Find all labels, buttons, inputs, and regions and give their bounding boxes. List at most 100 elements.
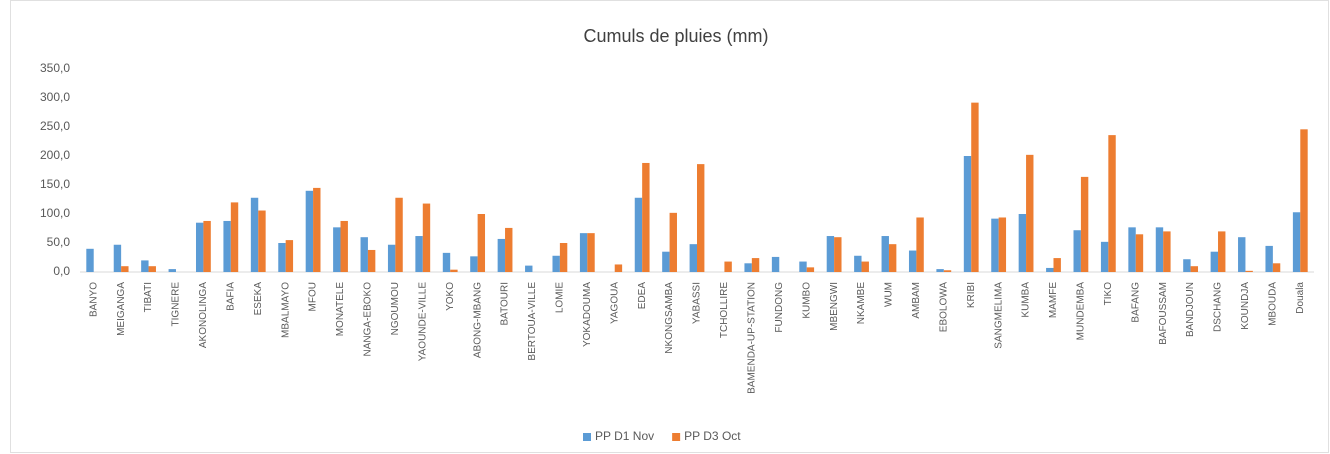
x-tick-label: NKAMBE <box>856 282 867 325</box>
x-tick-label: TIBATI <box>143 282 154 312</box>
bar <box>771 256 780 272</box>
bar <box>642 162 650 272</box>
bar <box>552 255 560 272</box>
bar <box>148 266 156 272</box>
bar <box>258 210 266 272</box>
bar <box>250 197 259 272</box>
bar <box>195 222 204 272</box>
bar <box>1080 176 1089 272</box>
bar <box>881 236 889 272</box>
bar <box>854 255 862 272</box>
x-tick-label: BANYO <box>88 282 99 317</box>
bar <box>422 203 431 272</box>
x-tick-label: BAFANG <box>1130 282 1141 323</box>
y-tick-label: 250,0 <box>40 119 70 133</box>
bar <box>834 237 842 272</box>
bar <box>1018 214 1027 272</box>
x-tick-label: YAGOUA <box>609 282 620 324</box>
bar <box>1272 263 1281 272</box>
bar <box>305 190 314 272</box>
bar <box>1026 154 1034 272</box>
x-tick-label: TCHOLLIRE <box>719 282 730 338</box>
bar <box>916 217 924 272</box>
x-tick-label: YABASSI <box>692 282 703 324</box>
bar <box>697 164 705 272</box>
bar <box>998 217 1007 272</box>
bar <box>724 261 732 272</box>
x-tick-label: AMBAM <box>911 282 922 319</box>
x-tick-label: NANGA-EBOKO <box>363 282 374 357</box>
x-tick-label: MBALMAYO <box>280 282 291 338</box>
bar <box>477 214 486 272</box>
bar <box>497 238 506 272</box>
x-tick-label: BAFIA <box>225 282 236 311</box>
bar <box>1265 245 1273 272</box>
legend-label: PP D1 Nov <box>595 429 654 443</box>
x-tick-label: YOKADOUMA <box>582 282 593 347</box>
bar <box>579 233 588 272</box>
bar <box>943 270 952 272</box>
bar <box>333 227 341 272</box>
legend-swatch <box>672 433 681 441</box>
chart-frame <box>10 0 1329 453</box>
bar <box>450 269 458 272</box>
x-tick-label: Douala <box>1295 282 1306 314</box>
x-tick-label: WUM <box>884 282 895 307</box>
x-tick-label: BANDJOUN <box>1185 282 1196 337</box>
x-tick-label: MBENGWI <box>829 282 840 331</box>
y-tick-label: 300,0 <box>40 90 70 104</box>
bar <box>634 197 643 272</box>
y-tick-label: 200,0 <box>40 148 70 162</box>
x-tick-label: BATOURI <box>500 282 511 326</box>
bar <box>1163 231 1171 272</box>
bar <box>415 236 423 272</box>
bar <box>470 256 478 272</box>
x-tick-label: LOMIE <box>555 282 566 313</box>
bar <box>559 243 568 272</box>
bar <box>806 267 815 272</box>
x-tick-label: DSCHANG <box>1213 282 1224 332</box>
x-tick-label: ESEKA <box>253 282 264 316</box>
x-tick-label: MBOUDA <box>1268 282 1279 326</box>
bar <box>285 240 294 272</box>
bar <box>1073 230 1081 272</box>
bar <box>669 212 677 272</box>
bar <box>1238 237 1246 272</box>
bar <box>387 244 396 272</box>
y-tick-label: 50,0 <box>47 235 71 249</box>
legend-label: PP D3 Oct <box>684 429 741 443</box>
bar <box>908 250 917 272</box>
bar <box>1135 234 1144 272</box>
bar <box>141 260 149 272</box>
bar <box>395 197 403 272</box>
bar <box>1108 135 1116 272</box>
bar <box>587 233 595 272</box>
x-tick-label: MFOU <box>308 282 319 311</box>
x-tick-label: NKONGSAMBA <box>664 282 675 354</box>
bar <box>86 248 94 272</box>
y-tick-label: 0,0 <box>53 264 70 278</box>
y-tick-label: 150,0 <box>40 177 70 191</box>
x-tick-label: MAMFE <box>1048 282 1059 318</box>
chart-title: Cumuls de pluies (mm) <box>583 26 768 46</box>
bar <box>888 244 897 272</box>
bar <box>744 263 752 272</box>
bar <box>525 265 533 272</box>
y-tick-label: 350,0 <box>40 61 70 75</box>
x-tick-label: NGOUMOU <box>390 282 401 335</box>
x-tick-label: MEIGANGA <box>116 282 127 336</box>
bar <box>826 236 835 272</box>
x-tick-label: BAFOUSSAM <box>1158 282 1169 345</box>
x-tick-label: TIKO <box>1103 282 1114 306</box>
x-tick-label: KRIBI <box>966 282 977 308</box>
x-tick-label: TIGNERE <box>171 282 182 327</box>
bar <box>1155 227 1164 272</box>
bar <box>505 227 513 272</box>
x-tick-label: BERTOUA-VILLE <box>527 282 538 361</box>
bar <box>367 249 376 272</box>
x-tick-label: BAMENDA-UP-STATION <box>746 282 757 394</box>
bar <box>1300 129 1308 272</box>
x-tick-label: MUNDEMBA <box>1076 282 1087 341</box>
bar <box>963 156 972 272</box>
